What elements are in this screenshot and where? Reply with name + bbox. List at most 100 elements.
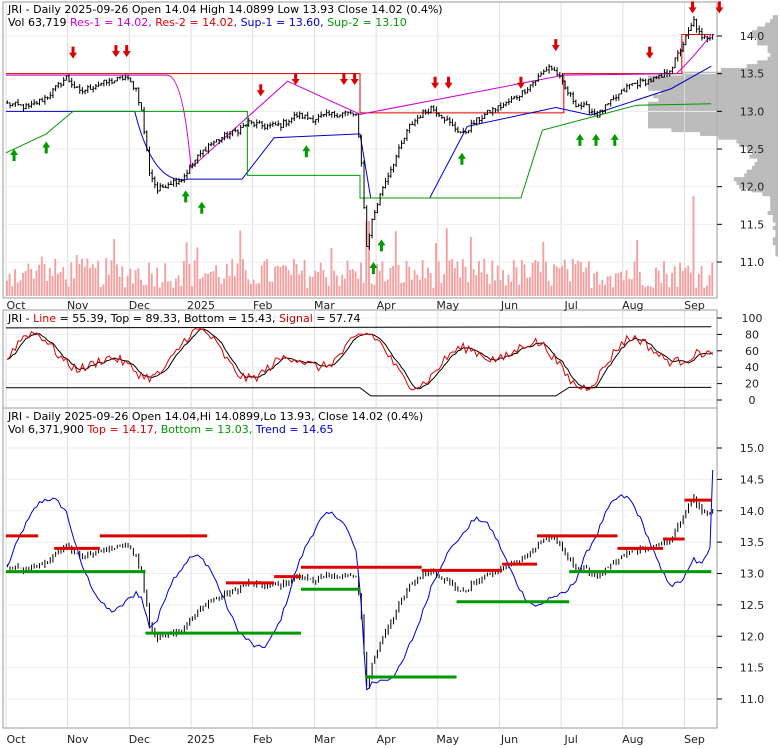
buy-arrow <box>181 190 190 203</box>
volume-bar <box>124 287 126 296</box>
volume-bar <box>671 272 673 296</box>
x-label-top: Mar <box>314 299 335 312</box>
volume-bar <box>279 267 282 296</box>
volume-bar <box>220 283 223 296</box>
volume-profile-bar <box>754 162 778 167</box>
volume-bar <box>440 282 443 296</box>
volume-bar <box>550 285 553 296</box>
volume-bar <box>365 221 368 296</box>
volume-bar <box>392 265 395 296</box>
volume-bar <box>40 256 43 296</box>
x-label-top: Nov <box>67 299 89 312</box>
x-label-bottom: Feb <box>253 733 272 745</box>
price-header-line1: JRI - Daily 2025-09-26 Open 14.04 High 1… <box>7 3 443 16</box>
trend-ytick-label: 15.0 <box>740 442 765 455</box>
volume-profile-bar <box>772 15 778 20</box>
volume-bar <box>48 267 51 296</box>
volume-bar <box>612 287 614 296</box>
volume-bar <box>67 286 70 296</box>
header-segment: = 55.39, Top = 89.33, Bottom = 15.43, <box>60 312 280 325</box>
trend-header-line1: JRI - Daily 2025-09-26 Open 14.04,Hi 14.… <box>7 410 423 423</box>
x-label-top: 2025 <box>187 299 215 312</box>
x-label-bottom: May <box>436 733 459 745</box>
x-axis-labels: Oct Oct Nov Nov Dec Dec 2025 2025 Feb Feb Mar Mar Ap… <box>6 299 704 746</box>
volume-bar <box>574 264 577 296</box>
volume-bar <box>102 284 105 296</box>
volume-bar <box>593 273 596 296</box>
volume-bar <box>660 282 663 296</box>
volume-bar <box>166 281 169 296</box>
sell-arrow <box>350 72 359 85</box>
volume-bar <box>665 273 668 296</box>
volume-bar <box>585 267 588 296</box>
sell-arrow <box>256 84 265 97</box>
volume-profile-bar <box>767 56 778 61</box>
price-ytick-label: 14.0 <box>740 30 765 43</box>
volume-bar <box>537 261 539 296</box>
sup2-line <box>5 103 712 199</box>
volume-bar <box>140 279 142 296</box>
volume-bar <box>679 262 682 296</box>
volume-bar <box>646 285 649 296</box>
volume-bar <box>81 258 83 296</box>
volume-bar <box>638 271 641 296</box>
volume-profile-bar <box>746 64 778 69</box>
header-segment: Vol 6,371,900 <box>8 423 87 436</box>
volume-profile-bar <box>752 150 778 155</box>
volume-bar <box>681 270 684 296</box>
volume-bar <box>601 279 604 296</box>
volume-profile-bar <box>744 173 778 178</box>
volume-bar <box>402 282 405 296</box>
volume-bar <box>410 279 413 296</box>
volume-bar <box>333 270 336 296</box>
volume-bar <box>381 261 384 296</box>
volume-bar <box>360 262 362 296</box>
volume-bar <box>169 281 172 296</box>
volume-bar <box>284 265 287 296</box>
volume-bar <box>172 287 175 296</box>
volume-bar <box>684 267 687 296</box>
volume-bar <box>512 260 515 296</box>
sell-arrow <box>715 1 724 14</box>
volume-bar <box>657 270 660 296</box>
volume-profile-bar <box>736 180 778 185</box>
volume-bar <box>424 278 427 296</box>
volume-bar <box>464 266 467 296</box>
volume-bar <box>480 272 483 296</box>
volume-bar <box>30 268 33 296</box>
volume-bar <box>421 259 424 296</box>
volume-profile-bar <box>752 165 778 170</box>
volume-bar <box>558 268 561 296</box>
volume-profile-bar <box>648 79 778 84</box>
volume-bar <box>496 265 499 296</box>
volume-bar <box>413 270 416 296</box>
volume-bar <box>287 270 290 296</box>
volume-bar <box>258 282 260 296</box>
volume-bar <box>448 260 451 296</box>
volume-bar <box>354 271 357 296</box>
trend-header-line2: Vol 6,371,900 Top = 14.17, Bottom = 13.0… <box>8 423 334 436</box>
volume-bar <box>239 230 242 296</box>
volume-bar <box>110 260 113 296</box>
volume-bar <box>663 261 665 296</box>
header-segment: Signal <box>279 312 316 325</box>
volume-bar <box>389 268 392 296</box>
volume-bar <box>405 261 408 296</box>
volume-bar <box>107 274 110 296</box>
volume-bar <box>451 259 454 296</box>
volume-bar <box>499 279 502 296</box>
volume-bar <box>432 287 435 296</box>
volume-bar <box>397 265 400 296</box>
volume-bar <box>526 277 529 296</box>
price-header-line2: Vol 63,719 Res-1 = 14.02, Res-2 = 14.02,… <box>8 16 407 29</box>
volume-bar <box>177 275 180 296</box>
x-label-bottom: Oct <box>6 733 26 745</box>
volume-bar <box>502 269 505 296</box>
volume-bar <box>445 228 448 296</box>
volume-bar <box>164 263 167 296</box>
volume-bar <box>569 281 572 296</box>
volume-profile-bar <box>767 45 778 50</box>
volume-bar <box>545 261 547 296</box>
volume-bar <box>27 263 30 296</box>
volume-bar <box>384 281 387 296</box>
